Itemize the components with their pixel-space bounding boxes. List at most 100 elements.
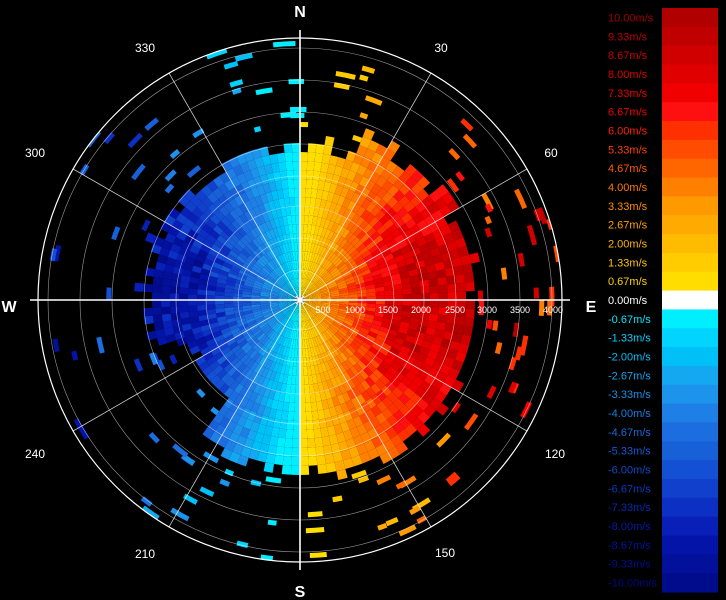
velocity-gate: [291, 260, 296, 270]
velocity-gate: [391, 341, 403, 351]
velocity-gate: [320, 305, 330, 310]
velocity-gate: [296, 357, 300, 367]
velocity-gate: [320, 362, 328, 373]
velocity-gate: [170, 279, 181, 288]
colorbar-swatch: [662, 290, 718, 310]
velocity-gate: [396, 350, 408, 361]
velocity-gate: [302, 303, 309, 311]
velocity-gate: [223, 190, 235, 203]
velocity-gate: [360, 233, 370, 244]
velocity-gate: [347, 344, 357, 354]
velocity-gate: [206, 295, 216, 300]
velocity-gate: [546, 300, 553, 316]
velocity-gate: [290, 465, 300, 475]
velocity-gate: [383, 219, 395, 230]
velocity-gate: [411, 182, 424, 195]
velocity-gate: [319, 390, 327, 401]
velocity-gate: [346, 331, 357, 340]
velocity-gate: [300, 152, 308, 162]
velocity-gate: [300, 206, 305, 216]
velocity-gate: [292, 251, 296, 261]
velocity-gate: [280, 264, 286, 274]
velocity-gate: [269, 435, 279, 447]
velocity-gate: [381, 191, 394, 204]
velocity-gate: [486, 319, 493, 330]
velocity-gate: [331, 243, 340, 254]
velocity-gate: [188, 300, 198, 306]
velocity-gate: [394, 336, 405, 346]
velocity-gate: [197, 283, 208, 291]
velocity-gate: [287, 338, 292, 348]
velocity-gate: [412, 230, 424, 241]
velocity-gate: [234, 393, 244, 405]
velocity-gate: [372, 368, 384, 380]
velocity-gate: [394, 371, 406, 382]
velocity-gate: [353, 226, 363, 237]
velocity-gate: [233, 286, 244, 291]
velocity-gate: [265, 453, 276, 464]
velocity-gate: [335, 70, 356, 80]
velocity-gate: [326, 251, 335, 261]
colorbar-label: -2.67m/s: [608, 370, 651, 382]
velocity-gate: [265, 230, 273, 241]
velocity-gate: [220, 327, 231, 335]
velocity-gate: [342, 159, 354, 171]
velocity-gate: [387, 223, 398, 235]
azimuth-label: 240: [25, 447, 45, 461]
velocity-gate: [412, 213, 425, 225]
velocity-gate: [234, 383, 244, 394]
velocity-gate: [333, 82, 350, 91]
velocity-gate: [338, 373, 347, 384]
velocity-gate: [270, 290, 280, 295]
velocity-gate: [347, 356, 357, 367]
velocity-gate: [269, 238, 277, 249]
azimuth-label: 300: [25, 146, 45, 160]
velocity-gate: [365, 257, 376, 266]
velocity-gate: [392, 283, 403, 291]
velocity-gate: [296, 233, 300, 243]
velocity-gate: [316, 255, 323, 265]
velocity-gate: [279, 355, 285, 365]
velocity-gate: [330, 232, 338, 242]
velocity-gate: [196, 388, 206, 398]
velocity-gate: [287, 295, 297, 299]
velocity-gate: [284, 252, 290, 262]
velocity-gate: [190, 271, 201, 279]
velocity-gate: [303, 269, 307, 279]
velocity-gate: [197, 289, 207, 296]
velocity-gate: [301, 260, 305, 270]
velocity-gate: [308, 338, 313, 348]
velocity-gate: [309, 308, 318, 315]
velocity-gate: [318, 267, 326, 276]
velocity-gate: [389, 244, 400, 254]
velocity-gate: [354, 255, 364, 264]
velocity-gate: [288, 320, 294, 330]
velocity-gate: [347, 284, 357, 290]
velocity-gate: [269, 295, 279, 298]
velocity-gate: [365, 190, 377, 203]
velocity-gate: [281, 327, 288, 337]
velocity-gate: [271, 285, 281, 292]
velocity-gate: [284, 152, 293, 162]
velocity-gate: [267, 329, 275, 339]
velocity-gate: [356, 312, 366, 318]
velocity-gate: [334, 404, 344, 416]
velocity-gate: [281, 263, 288, 273]
velocity-gate: [300, 170, 307, 180]
azimuth-label: 210: [135, 547, 155, 561]
velocity-gate: [317, 208, 325, 218]
velocity-gate: [307, 271, 313, 280]
velocity-gate: [311, 317, 319, 326]
velocity-gate: [420, 306, 430, 314]
velocity-gate: [162, 320, 173, 329]
velocity-gate: [295, 330, 299, 340]
velocity-gate: [264, 314, 274, 320]
velocity-gate: [300, 447, 309, 457]
velocity-gate: [266, 210, 274, 221]
velocity-gate: [389, 376, 402, 387]
velocity-gate: [316, 189, 324, 200]
velocity-gate: [276, 344, 283, 355]
velocity-gate: [356, 333, 366, 342]
velocity-gate: [290, 311, 295, 321]
velocity-gate: [317, 245, 324, 256]
